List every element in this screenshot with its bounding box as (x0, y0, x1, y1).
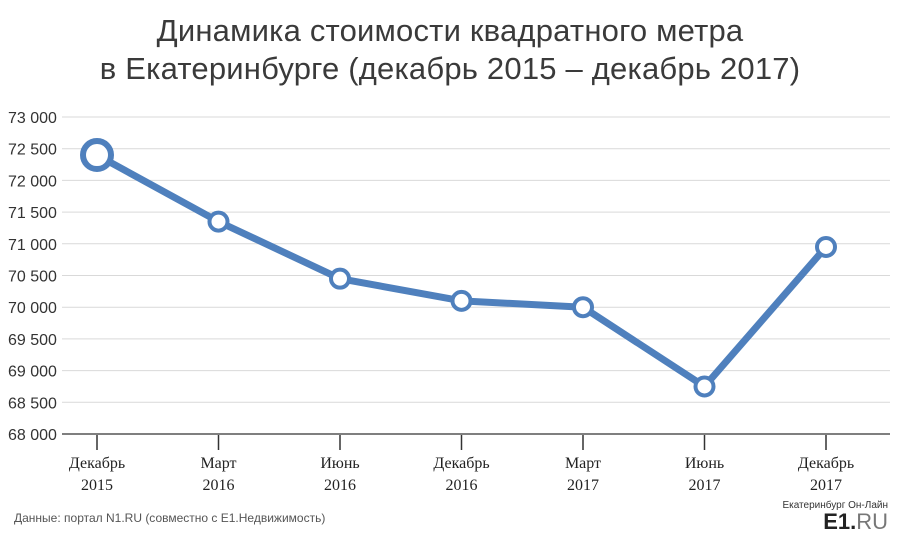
data-point (693, 375, 716, 398)
grid-lines (62, 116, 890, 435)
x-tick-label-month: Июнь (685, 455, 724, 472)
x-tick-label-month: Март (565, 455, 601, 472)
x-tick-label-month: Декабрь (433, 455, 489, 472)
y-tick-label: 71 000 (8, 237, 57, 254)
logo-e1: E1. (823, 509, 857, 534)
data-source-note: Данные: портал N1.RU (совместно с Е1.Нед… (14, 511, 326, 525)
e1-logo: Екатеринбург Он-Лайн E1.RU (782, 500, 888, 533)
data-point (450, 289, 473, 312)
y-tick-label: 70 000 (8, 300, 57, 317)
x-tick-label-month: Июнь (320, 455, 359, 472)
y-tick-label: 70 500 (8, 269, 57, 286)
y-tick-label: 73 000 (8, 110, 57, 127)
y-tick-label: 68 500 (8, 395, 57, 412)
logo-caption: Екатеринбург Он-Лайн (782, 500, 888, 511)
y-tick-label: 71 500 (8, 205, 57, 222)
x-tick-label-year: 2015 (81, 477, 113, 494)
y-axis-ticks: 73 000 72 500 72 000 71 500 71 000 70 500 70 0… (8, 110, 57, 444)
x-tick-label-year: 2017 (567, 477, 599, 494)
series (80, 138, 837, 398)
data-point (207, 210, 230, 233)
data-point (80, 138, 114, 173)
x-tick-label-year: 2017 (689, 477, 721, 494)
y-tick-label: 68 000 (8, 427, 57, 444)
x-tick-label-year: 2016 (324, 477, 356, 494)
chart-title-line-2: в Екатеринбурге (декабрь 2015 – декабрь … (99, 51, 801, 86)
x-tick-label-year: 2016 (446, 477, 478, 494)
chart-title: Динамика стоимости квадратного метра в Е… (0, 12, 900, 88)
data-point (815, 235, 837, 258)
x-tick-label-year: 2016 (203, 477, 235, 494)
y-tick-label: 69 500 (8, 332, 57, 349)
y-tick-label: 72 500 (8, 142, 57, 159)
logo-wordmark: E1.RU (782, 511, 888, 533)
logo-ru: RU (856, 509, 888, 534)
y-tick-label: 69 000 (8, 364, 57, 381)
chart-title-line-1: Динамика стоимости квадратного метра (156, 13, 744, 48)
data-point (572, 296, 594, 319)
x-tick-label-year: 2017 (810, 477, 842, 494)
data-point (329, 267, 351, 290)
x-axis: Декабрь 2015 Март 2016 Июнь 2016 Декабрь 2016 Ма… (69, 435, 854, 494)
series-line (93, 151, 830, 390)
x-tick-label-month: Март (200, 455, 236, 472)
y-tick-label: 72 000 (8, 173, 57, 190)
x-tick-label-month: Декабрь (798, 455, 854, 472)
x-tick-label-month: Декабрь (69, 455, 125, 472)
